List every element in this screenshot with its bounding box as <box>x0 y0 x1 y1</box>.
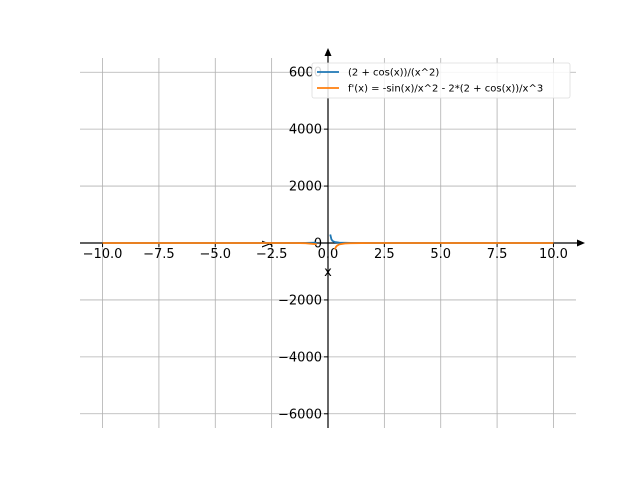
x-tick-label-7: 7.5 <box>487 247 508 262</box>
legend-label-1: f'(x) = -sin(x)/x^2 - 2*(2 + cos(x))/x^3 <box>348 84 543 95</box>
x-tick-label-0: −10.0 <box>83 247 123 262</box>
x-tick-label-5: 2.5 <box>374 247 395 262</box>
y-tick-label-1: −4000 <box>278 350 322 365</box>
ticks: −10.0 −7.5 −5.0 −2.5 0.0 2.5 5.0 7.5 10.0 −6000 −4… <box>83 66 568 423</box>
x-axis-arrow <box>577 239 585 247</box>
series-layer <box>102 234 554 250</box>
y-tick-label-0: −6000 <box>278 407 322 422</box>
legend-box <box>311 62 571 99</box>
x-tick-label-2: −5.0 <box>199 247 231 262</box>
x-tick-label-6: 5.0 <box>430 247 451 262</box>
legend: (2 + cos(x))/(x^2) f'(x) = -sin(x)/x^2 - … <box>311 62 571 99</box>
y-tick-label-3: 0 <box>314 237 322 252</box>
x-tick-label-4: 0.0 <box>318 247 339 262</box>
x-tick-label-8: 10.0 <box>539 247 568 262</box>
legend-label-0: (2 + cos(x))/(x^2) <box>348 68 439 79</box>
y-tick-label-2: −2000 <box>278 293 322 308</box>
x-tick-label-3: −2.5 <box>256 247 288 262</box>
y-tick-label-4: 2000 <box>289 180 322 195</box>
y-tick-label-5: 4000 <box>289 123 322 138</box>
series-line-1-0 <box>102 242 317 246</box>
x-axis-label: x <box>324 265 332 280</box>
x-tick-label-1: −7.5 <box>143 247 175 262</box>
y-axis-arrow <box>324 48 332 56</box>
series-line-1-1 <box>333 242 554 250</box>
